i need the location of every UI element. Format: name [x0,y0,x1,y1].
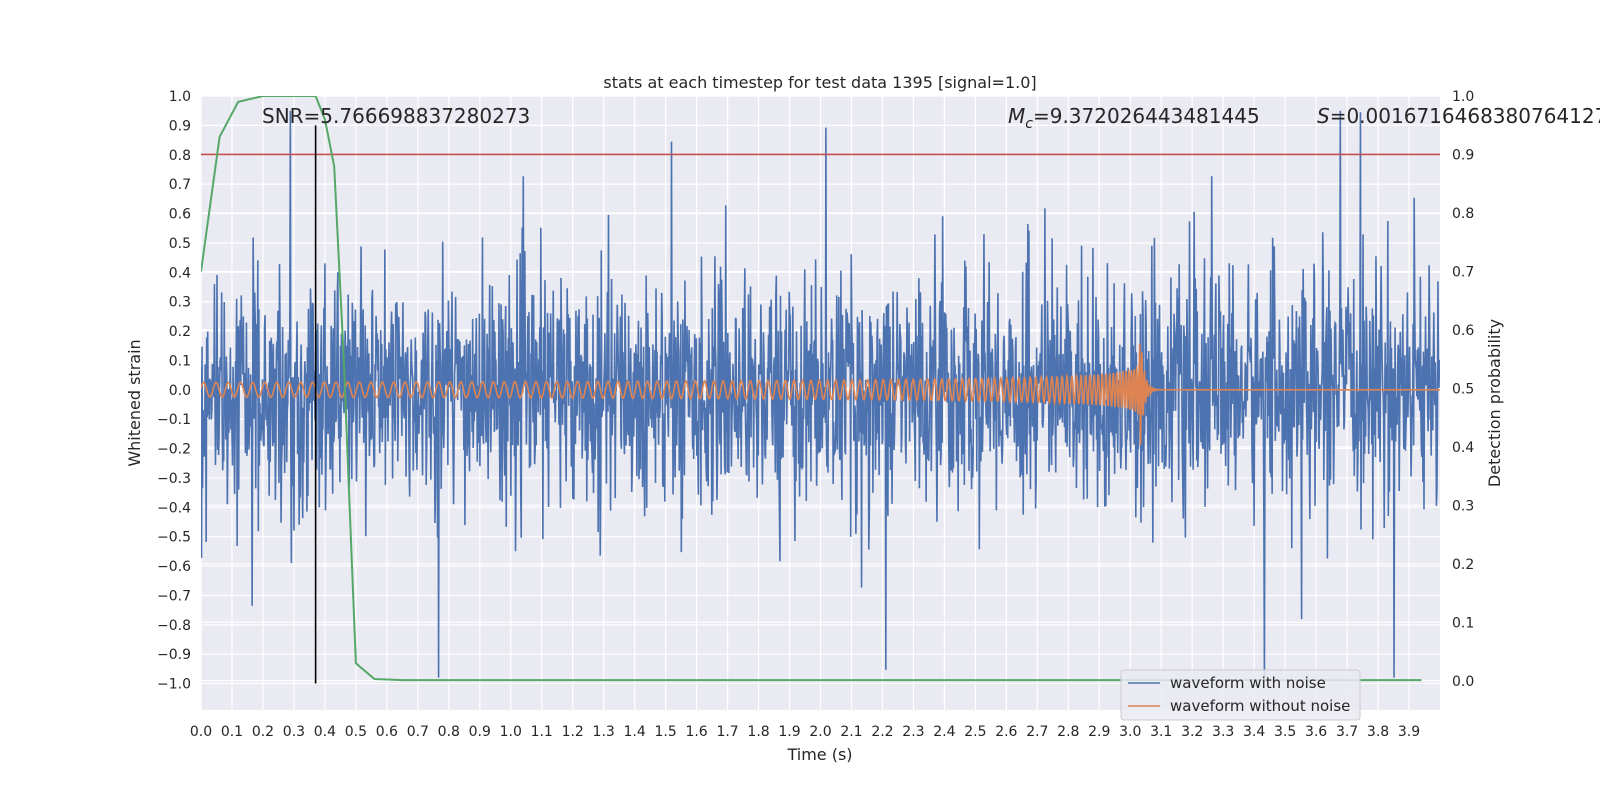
x-tick-label: 3.6 [1305,724,1327,740]
x-tick-label: 3.5 [1274,724,1296,740]
x-tick-label: 0.4 [314,724,336,740]
x-tick-label: 0.0 [190,724,212,740]
y-tick-label-left: 0.4 [169,265,191,281]
x-tick-label: 0.1 [221,724,243,740]
y-tick-label-left: −0.4 [157,500,191,516]
legend-box [1120,669,1361,721]
legend-label-noise: waveform with noise [1170,674,1326,692]
y-tick-labels-right: 0.0 0.1 0.2 0.3 0.4 0.5 0.6 0.7 0.8 0.9 1.0 [1452,89,1474,690]
s-annotation: S=0.0016716468380764127 [1317,104,1600,128]
y-tick-label-right: 0.1 [1452,615,1474,631]
x-tick-label: 1.5 [654,724,676,740]
x-tick-label: 1.8 [747,724,769,740]
x-tick-label: 3.7 [1336,724,1358,740]
x-tick-label: 2.6 [995,724,1017,740]
x-tick-label: 0.6 [376,724,398,740]
y-tick-label-left: −0.8 [157,618,191,634]
x-tick-label: 1.9 [778,724,800,740]
x-tick-label: 0.8 [438,724,460,740]
y-tick-label-left: 0.9 [169,118,191,134]
detection-probability-line [201,96,1422,682]
chart-title: stats at each timestep for test data 139… [603,73,1036,92]
x-tick-label: 3.9 [1398,724,1420,740]
x-tick-label: 1.0 [500,724,522,740]
x-tick-label: 0.5 [345,724,367,740]
x-tick-label: 0.2 [252,724,274,740]
y-tick-label-left: 0.2 [169,324,191,340]
waveform-without-noise-line [201,343,1440,446]
x-tick-label: 2.9 [1088,724,1110,740]
y-tick-label-left: −0.7 [157,588,191,604]
waveform-with-noise-line [201,110,1440,678]
x-tick-label: 2.3 [902,724,924,740]
x-tick-label: 0.3 [283,724,305,740]
chirp-mass-annotation: Mc=9.372026443481445 [1008,104,1260,132]
x-tick-label: 2.5 [964,724,986,740]
y-tick-label-right: 0.6 [1452,323,1474,339]
x-tick-labels: 0.0 0.1 0.2 0.3 0.4 0.5 0.6 0.7 0.8 0.9 1.0 1.1 1.2 1… [190,724,1420,740]
y-tick-label-right: 0.2 [1452,557,1474,573]
y-tick-label-right: 0.7 [1452,264,1474,280]
y-axis-label-left: Whitened strain [125,339,144,466]
y-tick-label-right: 0.0 [1452,674,1474,690]
x-tick-label: 3.8 [1367,724,1389,740]
x-tick-label: 2.8 [1057,724,1079,740]
snr-annotation: SNR=5.766698837280273 [262,104,530,128]
x-tick-label: 1.2 [562,724,584,740]
x-tick-label: 1.4 [624,724,646,740]
x-tick-label: 2.2 [871,724,893,740]
y-tick-label-left: 0.3 [169,295,191,311]
y-tick-label-right: 0.4 [1452,440,1474,456]
y-tick-label-left: 0.6 [169,207,191,223]
x-tick-label: 1.3 [593,724,615,740]
x-tick-label: 2.7 [1026,724,1048,740]
y-tick-label-right: 1.0 [1452,89,1474,105]
y-tick-label-right: 0.5 [1452,381,1474,397]
x-tick-label: 2.4 [933,724,955,740]
y-tick-label-left: −1.0 [157,677,191,693]
y-tick-label-left: 0.0 [169,383,191,399]
y-tick-label-left: −0.1 [157,412,191,428]
y-tick-label-left: −0.2 [157,442,191,458]
y-tick-label-right: 0.9 [1452,147,1474,163]
x-tick-label: 1.6 [685,724,707,740]
y-tick-label-left: −0.6 [157,559,191,575]
legend-label-clean: waveform without noise [1170,697,1350,715]
y-tick-label-left: 0.8 [169,148,191,164]
y-tick-labels-left: −1.0 −0.9 −0.8 −0.7 −0.6 −0.5 −0.4 −0.3 −0.2 −0.1… [157,89,191,693]
x-tick-label: 3.2 [1181,724,1203,740]
x-tick-label: 1.1 [531,724,553,740]
y-tick-label-left: −0.3 [157,471,191,487]
y-tick-label-left: 0.1 [169,353,191,369]
y-tick-label-right: 0.3 [1452,498,1474,514]
x-tick-label: 2.0 [809,724,831,740]
y-tick-label-left: 0.7 [169,177,191,193]
y-tick-label-left: −0.9 [157,647,191,663]
x-tick-label: 0.9 [469,724,491,740]
y-tick-label-right: 0.8 [1452,206,1474,222]
legend: waveform with noise waveform without noi… [1120,669,1361,721]
x-tick-label: 0.7 [407,724,429,740]
y-tick-label-left: 0.5 [169,236,191,252]
y-tick-label-left: −0.5 [157,530,191,546]
x-axis-label: Time (s) [786,745,852,764]
x-tick-label: 1.7 [716,724,738,740]
y-axis-label-right: Detection probability [1485,319,1504,487]
x-tick-label: 3.0 [1119,724,1141,740]
y-tick-label-left: 1.0 [169,89,191,105]
x-tick-label: 3.1 [1150,724,1172,740]
x-tick-label: 2.1 [840,724,862,740]
x-tick-label: 3.3 [1212,724,1234,740]
x-tick-label: 3.4 [1243,724,1265,740]
